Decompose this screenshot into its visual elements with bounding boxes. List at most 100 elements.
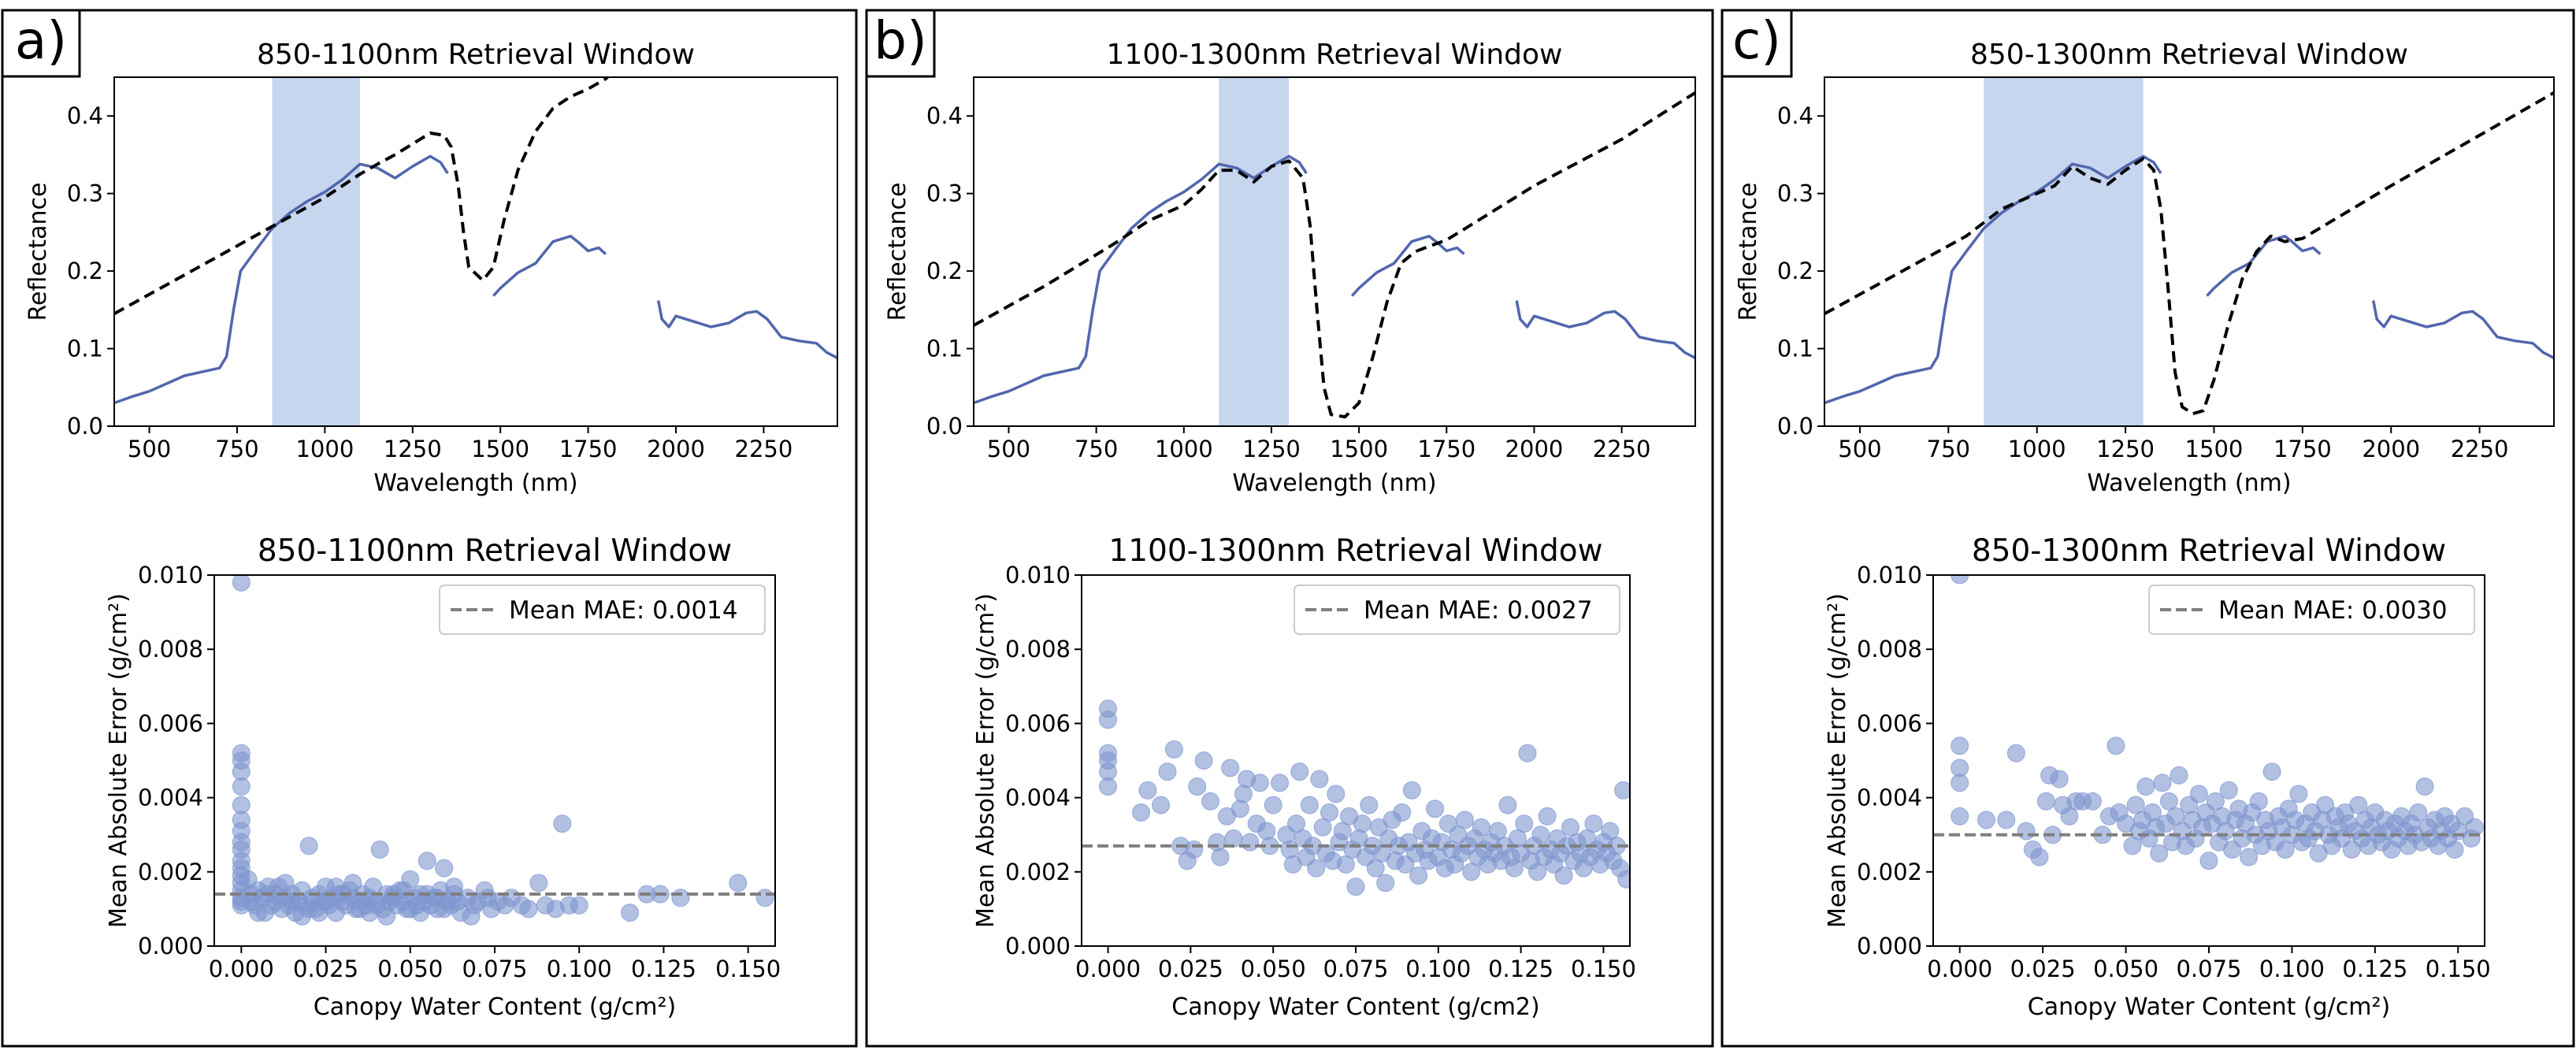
y-tick-label: 0.4: [67, 102, 103, 129]
plot-title: 850-1300nm Retrieval Window: [1972, 533, 2446, 569]
data-point: [1099, 778, 1117, 796]
plot-title: 1100-1300nm Retrieval Window: [1108, 533, 1602, 569]
x-tick-label: 0.100: [2259, 956, 2325, 982]
data-point: [2249, 792, 2268, 811]
y-tick-label: 0.010: [138, 562, 203, 588]
data-point: [1617, 870, 1630, 889]
data-point: [360, 904, 379, 922]
data-point: [2030, 848, 2049, 867]
data-point: [1531, 826, 1550, 844]
retrieval-window-band: [1219, 77, 1290, 426]
x-tick-label: 1000: [1155, 436, 1213, 462]
data-point: [2050, 770, 2069, 789]
x-tick-label: 1750: [1417, 436, 1475, 462]
data-point: [1538, 807, 1557, 826]
x-tick-label: 2000: [647, 436, 705, 462]
x-tick-label: 1500: [2185, 436, 2244, 462]
data-point: [283, 893, 302, 911]
data-point: [232, 778, 251, 796]
data-point: [1518, 744, 1537, 763]
mae-scatter-plot: 0.000 0.025 0.050 0.075 0.100 0.125 0.150 0.000…: [1824, 533, 2491, 1021]
y-tick-label: 0.1: [926, 336, 963, 362]
data-point: [1951, 807, 1969, 826]
x-tick-label: 0.075: [462, 956, 527, 982]
plot-area: [1824, 77, 2554, 426]
spectrum-plot: 500 750 1000 1250 1500 1750 2000 2250 0.0 0.1 0.2 0…: [1735, 39, 2555, 497]
data-point: [1472, 818, 1490, 837]
x-tick-label: 0.000: [209, 956, 274, 982]
data-point: [1208, 833, 1227, 852]
data-point: [1290, 763, 1309, 781]
data-point: [1230, 800, 1249, 818]
measured-spectrum-line: [1515, 300, 1695, 359]
data-point: [462, 907, 481, 926]
plot-title: 850-1100nm Retrieval Window: [257, 39, 695, 71]
data-point: [2409, 803, 2428, 822]
data-point: [2036, 792, 2055, 811]
modeled-spectrum-line: [974, 91, 1695, 419]
modeled-spectrum-line: [114, 77, 611, 316]
x-tick-label: 0.150: [715, 956, 781, 982]
y-tick-label: 0.010: [1005, 562, 1071, 588]
data-point: [428, 889, 447, 907]
data-point: [2060, 807, 2079, 826]
y-tick-label: 0.006: [138, 710, 203, 737]
measured-spectrum-line: [1350, 235, 1465, 297]
data-point: [1132, 803, 1150, 822]
x-tick-label: 0.025: [293, 956, 358, 982]
x-tick-label: 0.050: [2093, 956, 2158, 982]
data-point: [299, 837, 318, 855]
modeled-spectrum-line: [1824, 91, 2554, 416]
plot-frame: [973, 76, 1696, 427]
measured-spectrum-line: [2206, 235, 2322, 297]
y-tick-label: 0.002: [1005, 859, 1071, 885]
spectrum-plot: 500 750 1000 1250 1500 1750 2000 2250 0.0 0.1 0.2 0…: [884, 39, 1696, 497]
data-point: [293, 907, 311, 926]
data-point: [1353, 815, 1372, 833]
y-tick-label: 0.004: [1857, 785, 1922, 811]
y-tick-label: 0.4: [1777, 102, 1813, 129]
x-tick-label: 0.025: [2010, 956, 2076, 982]
data-point: [1158, 763, 1177, 781]
data-point: [1409, 867, 1428, 885]
x-tick-label: 0.100: [547, 956, 612, 982]
spectrum-plot: 500 750 1000 1250 1500 1750 2000 2250 0.0 0.1 0.2 0…: [24, 39, 838, 497]
y-axis-label: Reflectance: [884, 183, 911, 321]
data-point: [1307, 859, 1326, 878]
plot-area: [1933, 575, 2485, 870]
x-tick-label: 0.125: [631, 956, 696, 982]
data-point: [1271, 774, 1290, 792]
measured-spectrum-line: [114, 154, 449, 405]
measured-spectrum-line: [492, 235, 607, 297]
x-axis-label: Wavelength (nm): [1232, 469, 1436, 497]
data-point: [2136, 778, 2155, 796]
mae-scatter-plot: 0.000 0.025 0.050 0.075 0.100 0.125 0.150 0.000…: [972, 533, 1636, 1021]
x-tick-label: 500: [987, 436, 1030, 462]
data-point: [1234, 785, 1253, 803]
y-axis-label: Mean Absolute Error (g/cm²): [105, 593, 132, 928]
data-point: [671, 889, 690, 907]
y-tick-label: 0.1: [1777, 336, 1813, 362]
data-point: [1402, 781, 1421, 800]
legend-box: [1294, 585, 1620, 635]
panel-c: c) 500 750 1000 1250 1500 1750 2000 22500.00.10…: [1720, 9, 2575, 1048]
data-point: [1376, 874, 1395, 893]
x-axis-label: Canopy Water Content (g/cm²): [314, 993, 676, 1021]
data-point: [2170, 766, 2188, 785]
data-point: [1554, 867, 1573, 885]
data-point: [755, 889, 774, 907]
data-point: [1455, 811, 1474, 829]
data-point: [2083, 792, 2102, 811]
plot-area: [974, 77, 1695, 426]
x-tick-label: 0.150: [2426, 956, 2491, 982]
x-tick-label: 2000: [2362, 436, 2420, 462]
data-point: [1360, 796, 1379, 815]
data-point: [2126, 796, 2145, 815]
data-point: [249, 904, 268, 922]
data-point: [394, 881, 413, 900]
x-tick-label: 2250: [735, 436, 793, 462]
y-tick-label: 0.004: [138, 785, 203, 811]
data-point: [1426, 800, 1445, 818]
data-point: [2159, 792, 2178, 811]
